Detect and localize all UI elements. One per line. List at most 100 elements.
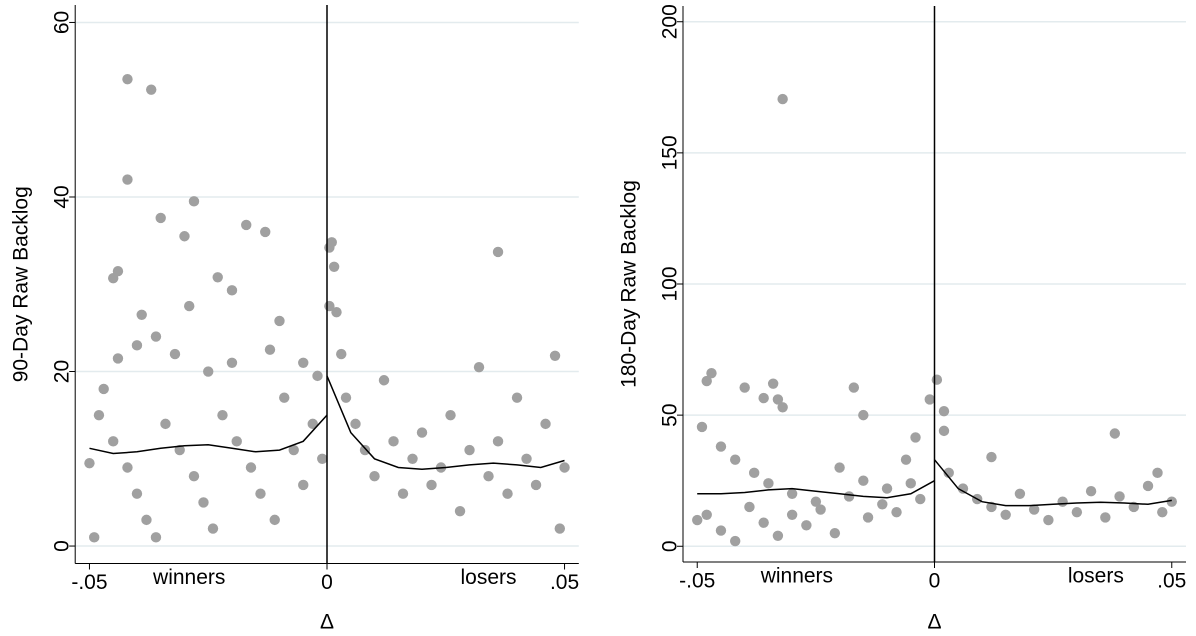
point (454, 505, 466, 517)
point (212, 272, 223, 283)
y-axis-label: 180-Day Raw Backlog (618, 180, 641, 388)
point (226, 357, 238, 368)
point (758, 517, 769, 528)
point (744, 501, 755, 513)
point (881, 483, 893, 494)
point (986, 451, 997, 463)
point (931, 374, 943, 385)
x-tick-label: 0 (929, 570, 941, 593)
point (483, 471, 494, 482)
point (905, 478, 916, 489)
point (559, 462, 570, 473)
point (530, 479, 542, 491)
point (464, 444, 475, 456)
point (1014, 488, 1026, 500)
point (772, 530, 784, 541)
point (786, 509, 798, 520)
point (862, 512, 874, 523)
point (369, 471, 380, 482)
point (1000, 509, 1011, 520)
point (910, 432, 921, 443)
point (108, 272, 119, 284)
point (397, 488, 409, 499)
point (122, 462, 133, 473)
point (1043, 514, 1054, 526)
x-tick-label: 0 (321, 571, 333, 594)
x-axis-label: Δ (927, 611, 941, 634)
point (834, 462, 845, 473)
fit-line (89, 375, 565, 471)
point (260, 226, 271, 238)
point (131, 340, 143, 351)
point (245, 462, 257, 473)
annotation: losers (461, 566, 517, 589)
point (763, 478, 774, 489)
point (426, 479, 437, 491)
point (943, 467, 954, 479)
point (767, 378, 779, 389)
point (288, 444, 299, 456)
point (131, 488, 143, 499)
point (298, 357, 309, 368)
point (331, 306, 342, 318)
point (938, 425, 950, 437)
annotation: winners (760, 565, 833, 588)
point (84, 457, 95, 469)
y-tick-label: 40 (51, 185, 74, 208)
point (1100, 512, 1111, 523)
point (777, 402, 788, 413)
point (231, 436, 242, 447)
point (696, 421, 708, 433)
point (739, 382, 750, 393)
point (169, 348, 181, 360)
point (1057, 496, 1068, 507)
point (274, 315, 285, 327)
point (150, 331, 162, 342)
point (815, 504, 826, 515)
point (89, 532, 100, 543)
point (150, 532, 162, 543)
point (748, 467, 760, 479)
point (188, 196, 200, 207)
point (264, 344, 276, 355)
point (848, 382, 860, 393)
point (915, 493, 926, 505)
point (758, 392, 769, 404)
point (203, 366, 214, 377)
point (122, 174, 133, 185)
point (174, 444, 185, 456)
point (521, 453, 532, 464)
point (146, 84, 157, 95)
point (336, 348, 347, 360)
point (98, 383, 109, 395)
point (502, 488, 513, 499)
point (255, 488, 266, 499)
point (217, 409, 228, 421)
point (207, 523, 219, 534)
point (378, 375, 390, 386)
point (924, 394, 935, 405)
point (269, 514, 280, 526)
point (1114, 491, 1125, 502)
point (1071, 506, 1083, 518)
y-tick-label: 0 (659, 540, 682, 552)
y-tick-label: 60 (51, 11, 74, 34)
point (801, 520, 812, 531)
y-tick-label: 200 (659, 4, 682, 39)
point (772, 394, 784, 405)
point (540, 418, 551, 430)
point (810, 496, 822, 507)
point (122, 73, 133, 85)
point (877, 499, 888, 510)
point (1085, 485, 1097, 497)
point (692, 514, 703, 526)
point (938, 405, 950, 417)
point (160, 418, 171, 430)
point (858, 475, 869, 486)
point (312, 370, 323, 382)
point (407, 453, 418, 464)
y-tick-label: 0 (51, 540, 74, 552)
point (1157, 506, 1168, 518)
point (184, 300, 195, 312)
